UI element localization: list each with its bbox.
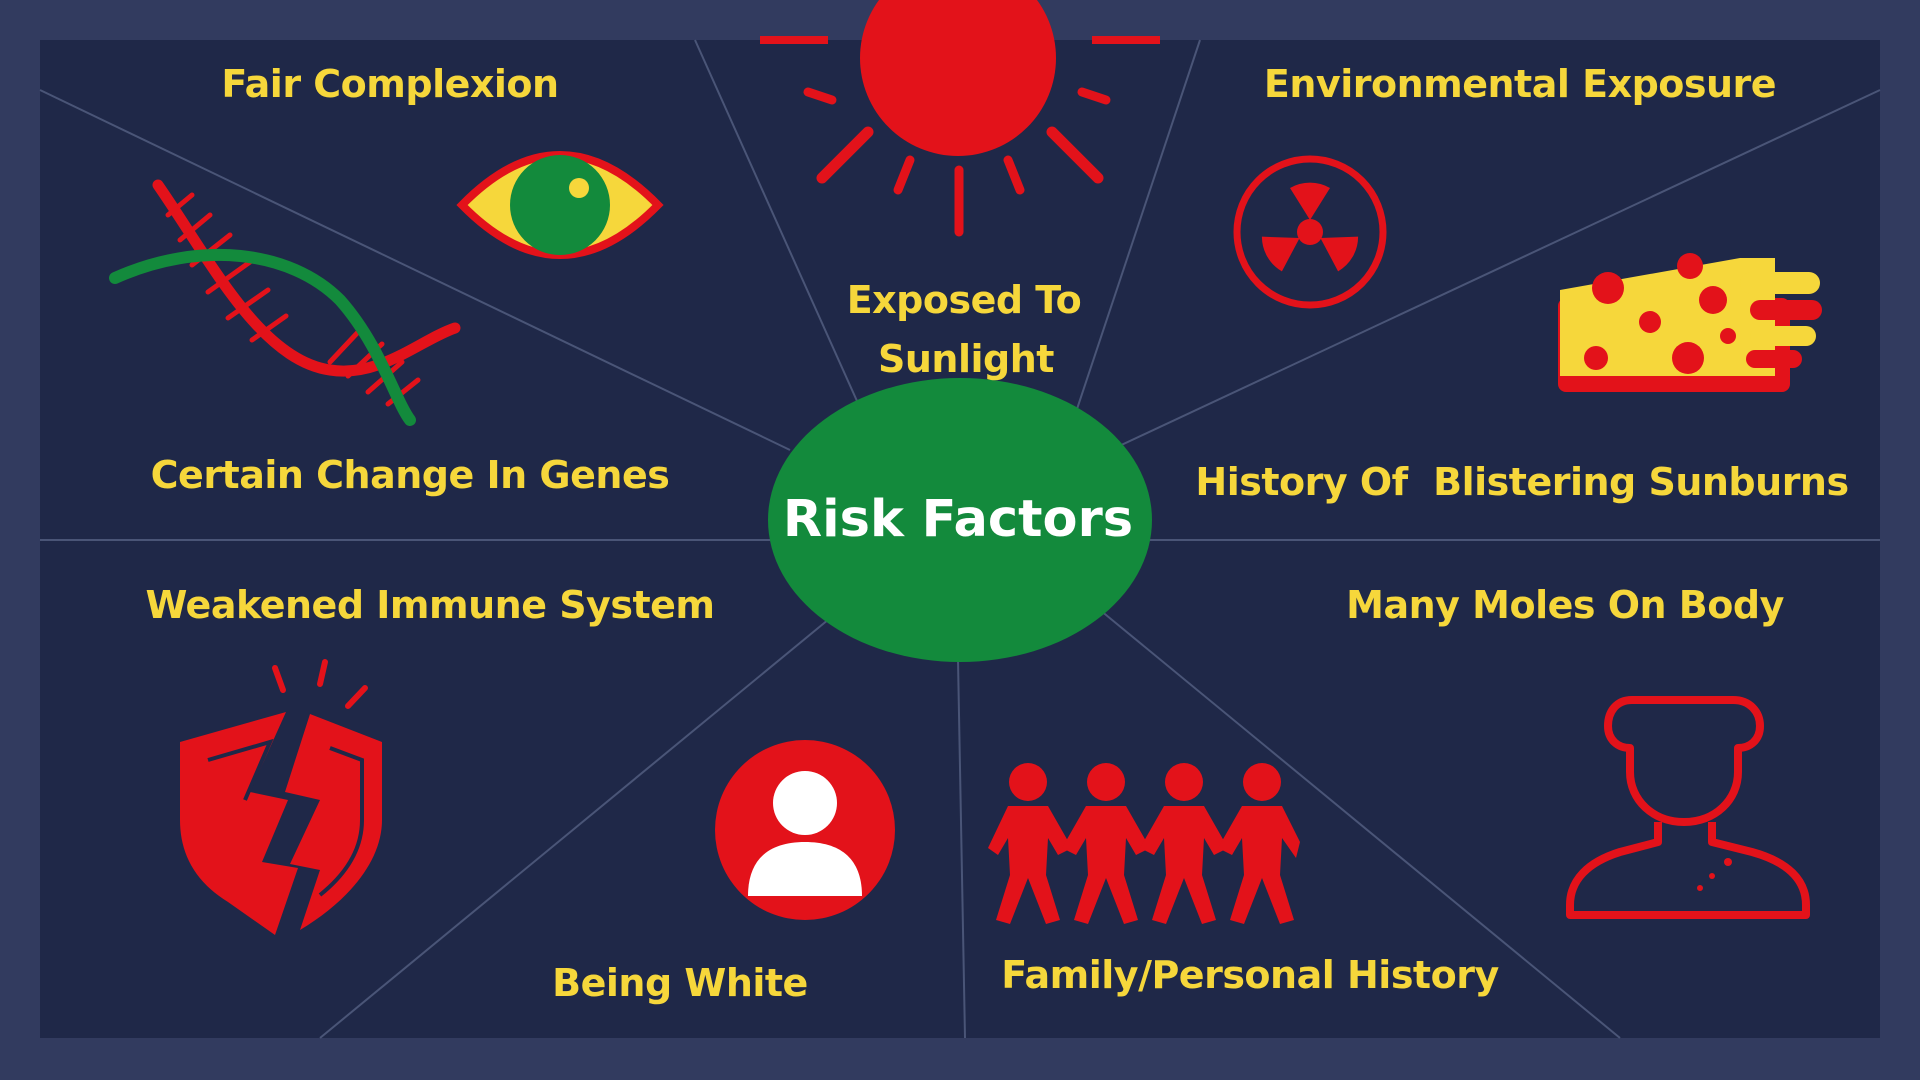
center-title: Risk Factors [783,490,1133,549]
label-certain-change-in-genes: Certain Change In Genes [151,453,670,497]
person-bust-moles-icon [1566,696,1810,919]
divider-top-right-ray [1069,39,1201,431]
divider-bottom-center-ray [957,659,966,1039]
label-environmental-exposure: Environmental Exposure [1264,62,1776,106]
label-weakened-immune-system: Weakened Immune System [146,583,715,627]
label-exposed-to: Exposed To [847,278,1082,322]
sunburned-hand-icon [1558,253,1822,392]
person-avatar-icon [715,740,895,920]
divider-bottom-right-ray [1099,609,1621,1039]
label-history-of-blistering-sunburns: History Of Blistering Sunburns [1195,460,1848,504]
label-sunlight: Sunlight [878,337,1054,381]
sun-icon [760,0,1160,237]
paper-people-chain-icon [988,763,1300,924]
eye-icon [456,151,664,259]
divider-upper-left-diagonal [39,89,791,451]
divider-lines [39,39,1881,1039]
label-family-personal-history: Family/Personal History [1001,953,1499,997]
label-being-white: Being White [552,961,808,1005]
label-many-moles-on-body: Many Moles On Body [1346,583,1784,627]
divider-bottom-left-ray [319,609,841,1039]
dna-icon [109,179,461,426]
divider-upper-right-diagonal [1099,89,1881,456]
broken-shield-icon [180,659,382,935]
label-fair-complexion: Fair Complexion [221,62,558,106]
divider-top-left-ray [694,39,871,431]
center-node: Risk Factors [768,378,1152,662]
radiation-icon [1233,155,1387,309]
